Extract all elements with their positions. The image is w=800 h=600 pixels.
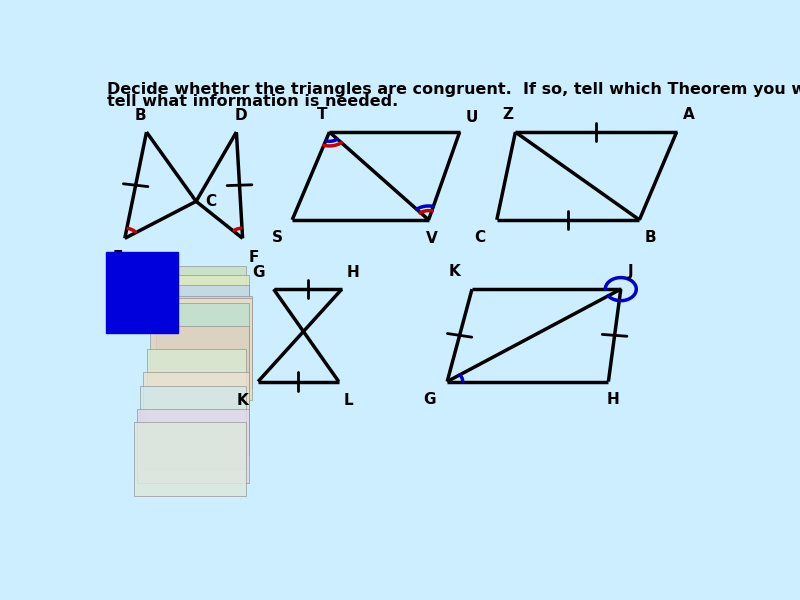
FancyBboxPatch shape [156, 303, 249, 414]
Text: S: S [272, 230, 283, 245]
FancyBboxPatch shape [140, 386, 246, 469]
Text: D: D [235, 108, 248, 123]
Text: U: U [466, 110, 478, 125]
FancyBboxPatch shape [162, 275, 249, 368]
Text: B: B [134, 108, 146, 123]
Text: K: K [237, 393, 249, 408]
FancyBboxPatch shape [143, 372, 249, 455]
Text: L: L [344, 393, 354, 408]
Text: Z: Z [502, 107, 514, 122]
Text: T: T [317, 107, 327, 122]
Text: J: J [628, 264, 634, 279]
Text: K: K [449, 264, 461, 279]
Text: G: G [423, 392, 436, 407]
FancyBboxPatch shape [138, 409, 249, 483]
Text: F: F [249, 250, 259, 265]
Text: tell what information is needed.: tell what information is needed. [107, 94, 398, 109]
Text: H: H [607, 392, 620, 407]
Text: A: A [682, 107, 694, 122]
FancyBboxPatch shape [150, 326, 249, 428]
Text: C: C [206, 194, 217, 209]
FancyBboxPatch shape [168, 284, 249, 377]
Text: G: G [252, 265, 264, 280]
Text: C: C [474, 230, 486, 245]
Text: B: B [644, 230, 656, 245]
FancyBboxPatch shape [106, 252, 178, 333]
Text: V: V [426, 232, 438, 247]
FancyBboxPatch shape [146, 349, 246, 442]
Text: Decide whether the triangles are congruent.  If so, tell which Theorem you would: Decide whether the triangles are congrue… [107, 82, 800, 97]
FancyBboxPatch shape [171, 296, 252, 388]
FancyBboxPatch shape [159, 266, 246, 358]
FancyBboxPatch shape [134, 422, 246, 496]
FancyBboxPatch shape [165, 298, 252, 400]
Text: E: E [112, 250, 122, 265]
Text: H: H [346, 265, 359, 280]
